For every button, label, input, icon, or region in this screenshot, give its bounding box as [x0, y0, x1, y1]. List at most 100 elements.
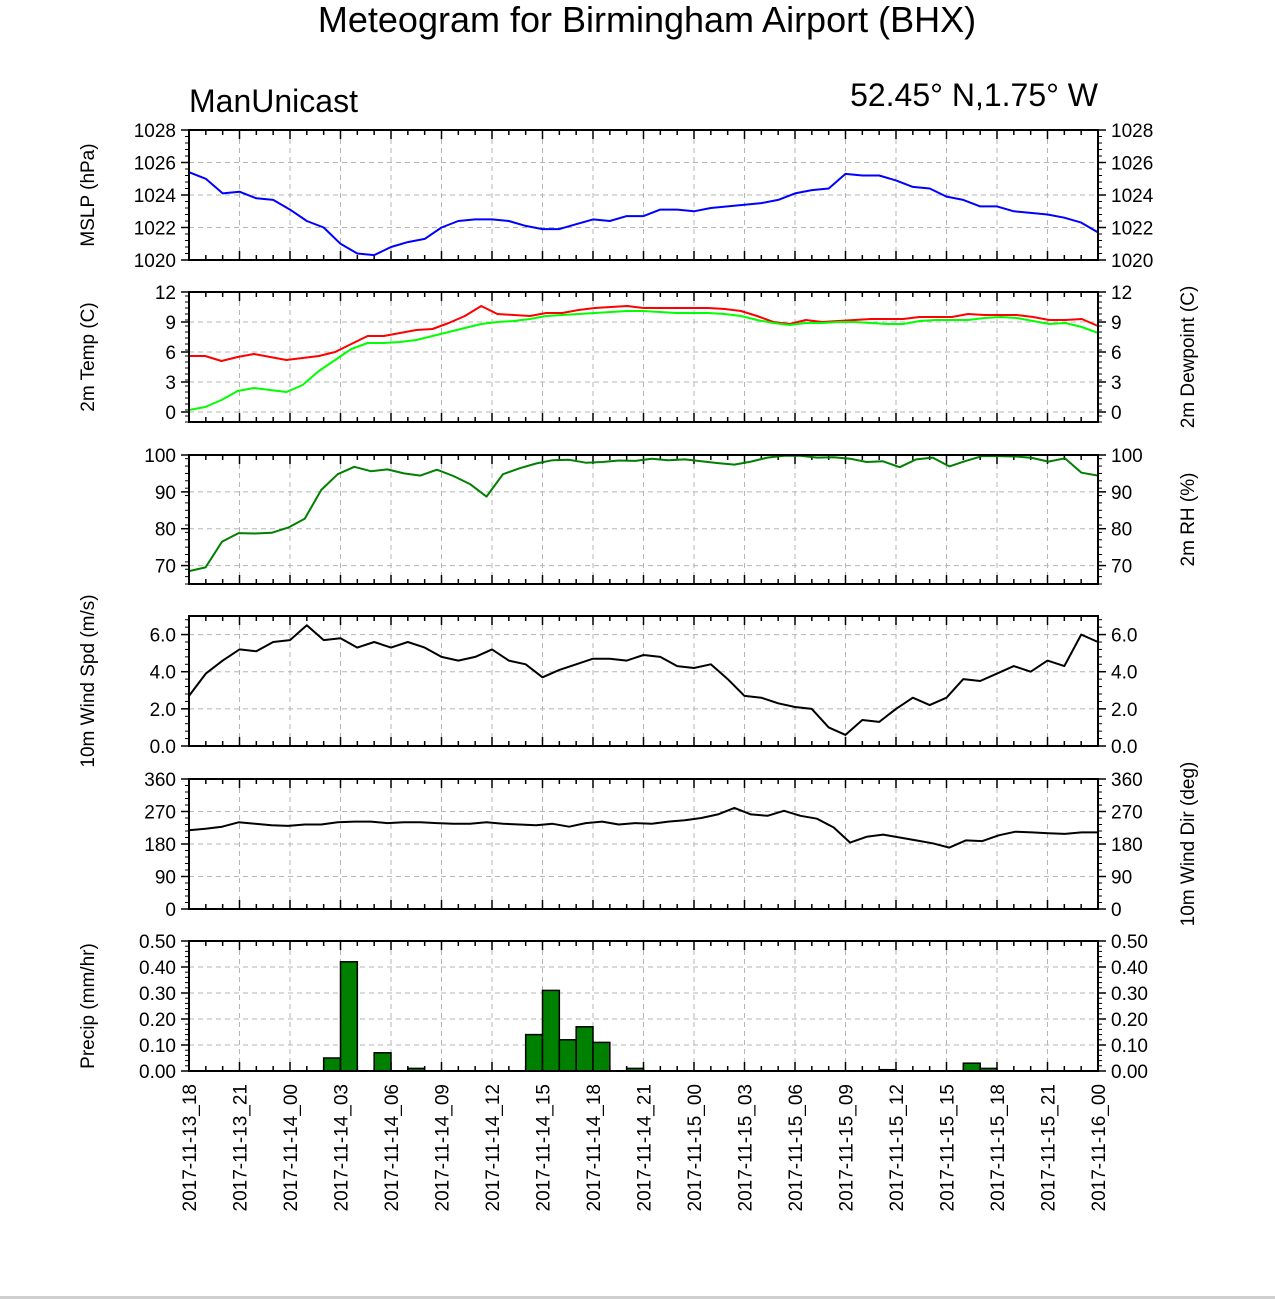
y-tick-label-right: 6 [1111, 343, 1122, 364]
panel-frame [188, 940, 1099, 1072]
precip-bar [541, 989, 561, 1072]
y-tick-label-right: 0.0 [1111, 737, 1137, 758]
y-tick-label: 1026 [134, 154, 176, 175]
x-tick-label: 2017-11-15_12 [887, 1084, 908, 1211]
y-tick-label: 360 [144, 770, 176, 791]
panel-1: 0 0 3 3 6 6 9 9 12 12 2m Temp (C) 2m Dewpoint (C) [78, 283, 1199, 428]
y-tick-label: 4.0 [150, 663, 176, 684]
panel-frame [188, 778, 1099, 910]
y-tick-label-right: 90 [1111, 483, 1132, 504]
y-tick-label-right: 0.30 [1111, 984, 1148, 1005]
y-tick-label-right: 1020 [1111, 251, 1153, 272]
y-tick-label: 9 [165, 313, 176, 334]
y-tick-label: 12 [155, 283, 176, 304]
x-tick-label: 2017-11-15_15 [938, 1084, 959, 1211]
y-axis-label-right: 2m Dewpoint (C) [1178, 286, 1199, 429]
y-axis-label-left: Precip (mm/hr) [78, 943, 99, 1069]
series-line-0 [188, 171, 1099, 257]
panel-0: 1020 1020 1022 1022 1024 1024 1026 1026 1028 1028… [78, 121, 1154, 272]
y-tick-label-right: 80 [1111, 520, 1132, 541]
precip-bar [575, 1026, 594, 1072]
x-tick-label: 2017-11-15_06 [786, 1084, 807, 1211]
y-tick-label: 0 [165, 900, 176, 921]
y-axis-label-left: 2m Temp (C) [78, 302, 99, 411]
x-tick-label: 2017-11-14_18 [584, 1084, 605, 1211]
y-tick-label-right: 0.20 [1111, 1010, 1148, 1031]
panel-2: 70 70 80 80 90 90 100 100 2m RH (%) [144, 446, 1199, 585]
precip-bar [373, 1052, 392, 1072]
location-label: 52.45° N,1.75° W [850, 77, 1099, 113]
y-tick-label-right: 6.0 [1111, 626, 1137, 647]
y-tick-label-right: 12 [1111, 283, 1132, 304]
y-tick-label-right: 1026 [1111, 154, 1153, 175]
x-tick-label: 2017-11-14_21 [635, 1084, 656, 1211]
panel-3: 0.0 0.0 2.0 2.0 4.0 4.0 6.0 6.0 10m Wind Spd (m/… [78, 594, 1137, 767]
panel-4: 0 0 90 90 180 180 270 270 360 360 10m Wind Dir (de… [144, 762, 1199, 927]
y-tick-label-right: 3 [1111, 373, 1122, 394]
y-tick-label-right: 1028 [1111, 121, 1153, 142]
panel-frame [188, 615, 1099, 747]
y-tick-label: 0 [165, 403, 176, 424]
series-line-0 [188, 624, 1099, 736]
y-tick-label: 6 [165, 343, 176, 364]
bottom-rule [0, 1296, 1275, 1299]
x-tick-label: 2017-11-15_21 [1039, 1084, 1060, 1211]
x-tick-label: 2017-11-14_06 [382, 1084, 403, 1211]
y-tick-label: 90 [155, 483, 176, 504]
x-tick-label: 2017-11-13_18 [180, 1084, 201, 1211]
chart-title: Meteogram for Birmingham Airport (BHX) [318, 0, 976, 40]
y-tick-label: 1020 [134, 251, 176, 272]
series-line-0 [188, 806, 1098, 849]
y-tick-label: 100 [144, 446, 176, 467]
y-tick-label: 2.0 [150, 700, 176, 721]
x-tick-label: 2017-11-15_18 [988, 1084, 1009, 1211]
y-tick-label-right: 1022 [1111, 219, 1153, 240]
precip-bar [339, 961, 359, 1072]
y-tick-label: 70 [155, 557, 176, 578]
series-line-1 [188, 310, 1099, 411]
x-tick-label: 2017-11-13_21 [231, 1084, 252, 1211]
x-tick-label: 2017-11-14_12 [483, 1084, 504, 1211]
y-tick-label-right: 0 [1111, 900, 1122, 921]
y-tick-label: 1024 [134, 186, 177, 207]
y-tick-label-right: 2.0 [1111, 700, 1137, 721]
y-tick-label: 0.40 [139, 958, 176, 979]
x-tick-label: 2017-11-15_03 [736, 1084, 757, 1211]
panel-frame [188, 291, 1099, 423]
y-tick-label-right: 180 [1111, 835, 1143, 856]
x-tick-label: 2017-11-14_15 [534, 1084, 555, 1211]
panel-frame [188, 129, 1099, 261]
y-tick-label: 1022 [134, 219, 176, 240]
y-tick-label: 0.50 [139, 932, 176, 953]
y-tick-label-right: 9 [1111, 313, 1122, 334]
x-axis: 2017-11-13_18 2017-11-13_21 2017-11-14_00 2… [180, 1084, 1110, 1211]
y-tick-label-right: 4.0 [1111, 663, 1137, 684]
y-tick-label: 270 [144, 803, 176, 824]
panels: 1020 1020 1022 1022 1024 1024 1026 1026 1028 1028… [78, 121, 1199, 1083]
y-axis-label-right: 10m Wind Dir (deg) [1178, 762, 1199, 927]
y-tick-label: 0.00 [139, 1062, 176, 1083]
x-tick-label: 2017-11-15_09 [837, 1084, 858, 1211]
panel-5: 0.00 0.00 0.10 0.10 0.20 0.20 0.30 0.30 0.40 0.40… [78, 932, 1148, 1083]
precip-bar [524, 1033, 544, 1072]
x-tick-label: 2017-11-15_00 [685, 1084, 706, 1211]
y-tick-label: 0.0 [150, 737, 176, 758]
x-tick-label: 2017-11-14_03 [332, 1084, 353, 1211]
y-tick-label: 90 [155, 868, 176, 889]
y-tick-label: 80 [155, 520, 176, 541]
precip-bar [322, 1057, 342, 1072]
x-tick-label: 2017-11-14_09 [433, 1084, 454, 1211]
y-tick-label: 1028 [134, 121, 176, 142]
y-tick-label: 180 [144, 835, 176, 856]
y-tick-label-right: 1024 [1111, 186, 1154, 207]
precip-bar [558, 1039, 577, 1072]
y-tick-label-right: 0 [1111, 403, 1122, 424]
series-line-0 [189, 305, 1099, 362]
y-tick-label: 6.0 [150, 626, 176, 647]
y-tick-label-right: 270 [1111, 803, 1143, 824]
y-tick-label-right: 0.50 [1111, 932, 1148, 953]
y-axis-label-right: 2m RH (%) [1178, 473, 1199, 567]
y-tick-label-right: 360 [1111, 770, 1143, 791]
precip-bar [592, 1041, 611, 1072]
